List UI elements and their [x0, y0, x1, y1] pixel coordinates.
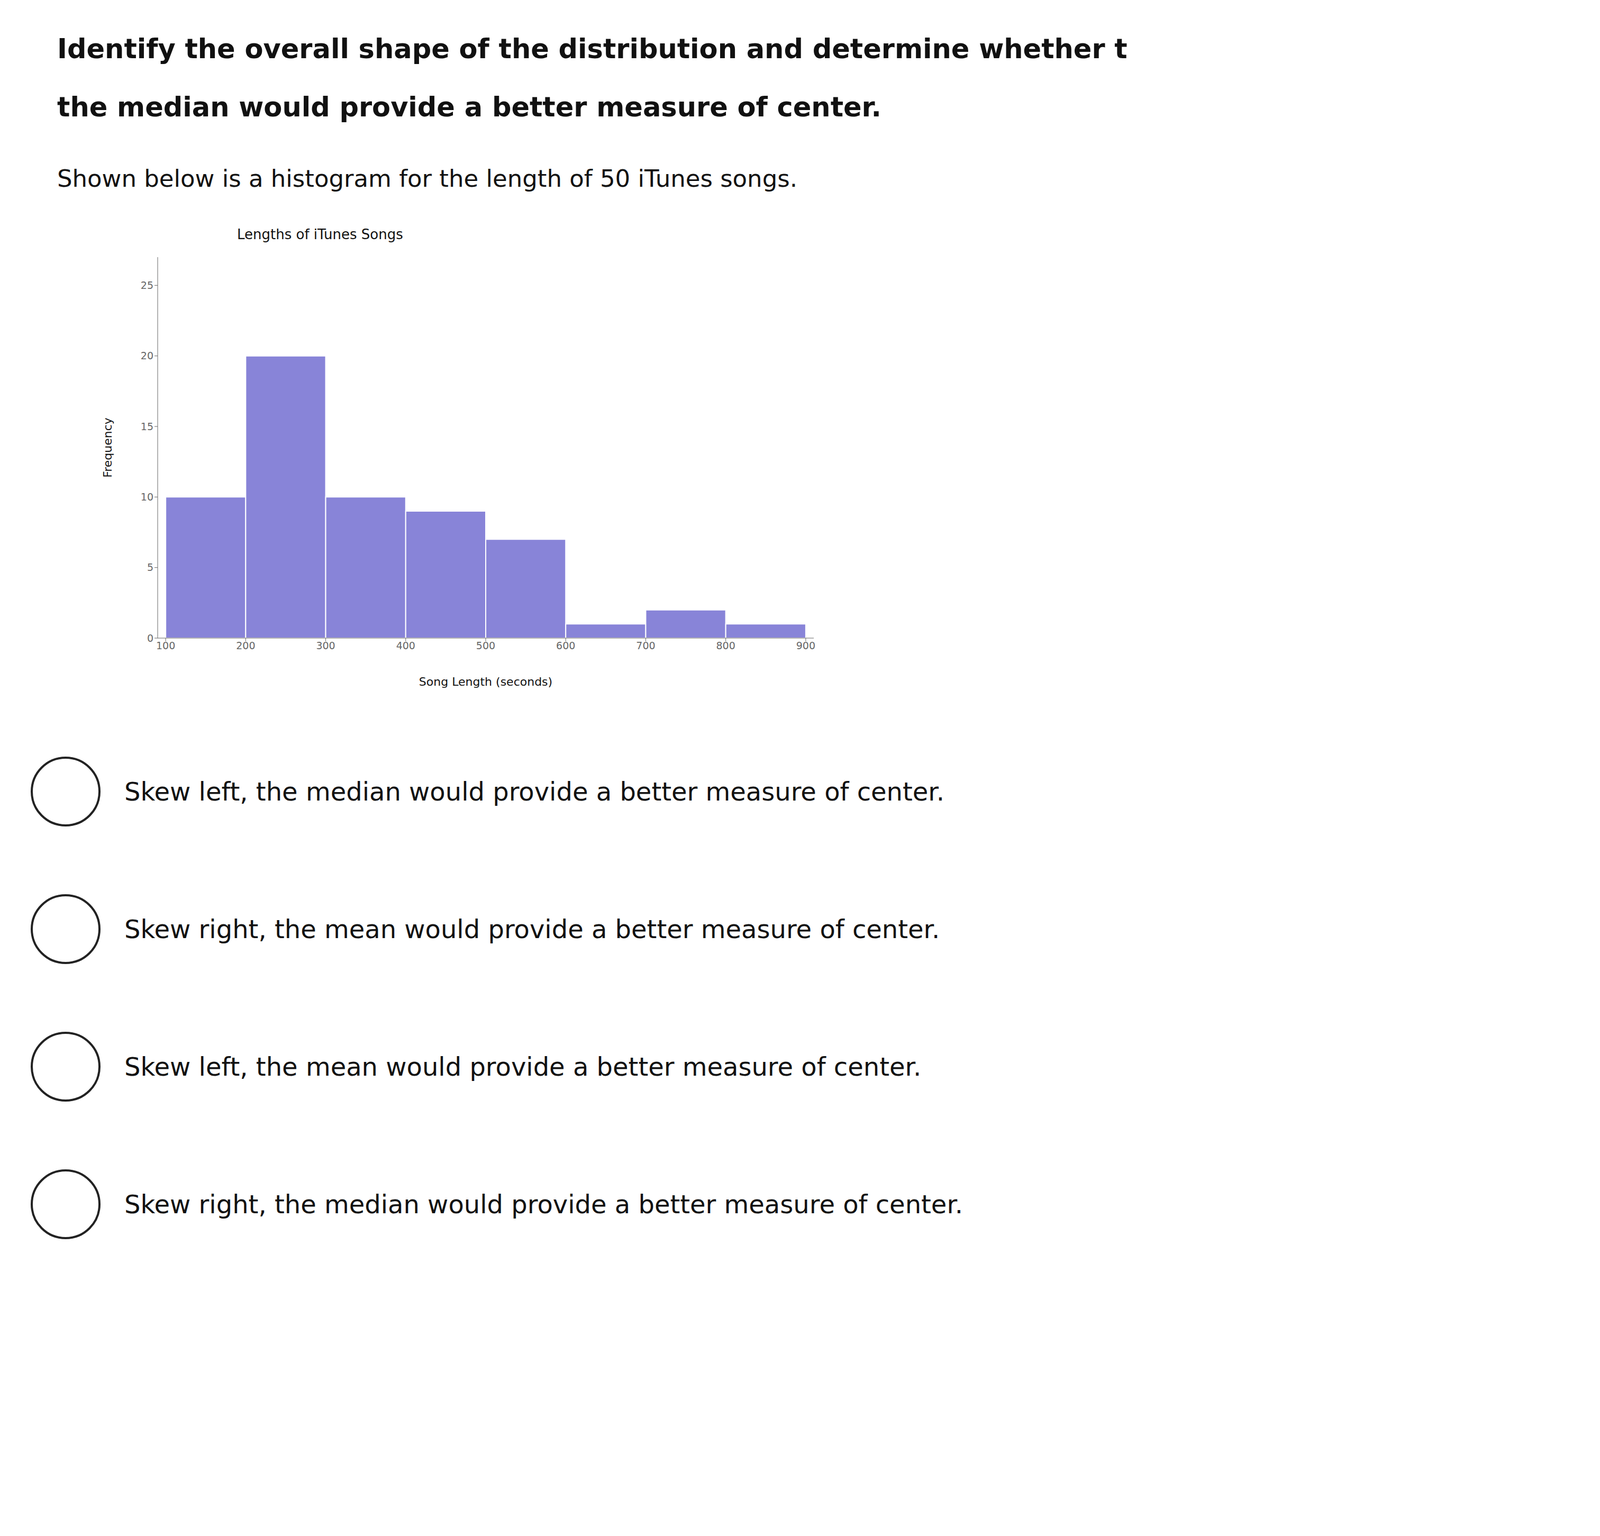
html-text:the median would provide a bet: the median would provide a better measur…	[57, 91, 882, 123]
svg-text:400: 400	[396, 639, 416, 652]
html-text:Lengths of iTunes Songs: Lengths of iTunes Songs	[237, 226, 404, 243]
html-text:Shown below is a histogram for: Shown below is a histogram for the lengt…	[57, 164, 798, 193]
svg-text:5: 5	[147, 561, 154, 574]
svg-text:25: 25	[140, 279, 154, 292]
svg-text:600: 600	[556, 639, 576, 652]
svg-text:900: 900	[796, 639, 816, 652]
html-text:Skew right, the median would p: Skew right, the median would provide a b…	[124, 1189, 963, 1220]
svg-text:500: 500	[476, 639, 496, 652]
svg-text:20: 20	[140, 349, 154, 362]
svg-text:10: 10	[140, 491, 154, 503]
html-text:Identify the overall shape of: Identify the overall shape of the distri…	[57, 33, 1128, 65]
svg-text:Frequency: Frequency	[101, 417, 115, 478]
svg-text:700: 700	[635, 639, 656, 652]
svg-text:Song Length (seconds): Song Length (seconds)	[419, 675, 553, 689]
html-text:Skew left, the mean would prov: Skew left, the mean would provide a bett…	[124, 1051, 922, 1082]
svg-text:300: 300	[315, 639, 335, 652]
svg-text:0: 0	[147, 632, 154, 644]
html-text:Skew left, the median would pr: Skew left, the median would provide a be…	[124, 776, 945, 807]
svg-text:200: 200	[235, 639, 256, 652]
svg-text:800: 800	[716, 639, 736, 652]
svg-text:100: 100	[156, 639, 176, 652]
html-text:Skew right, the mean would pro: Skew right, the mean would provide a bet…	[124, 914, 940, 944]
svg-text:15: 15	[140, 420, 154, 433]
